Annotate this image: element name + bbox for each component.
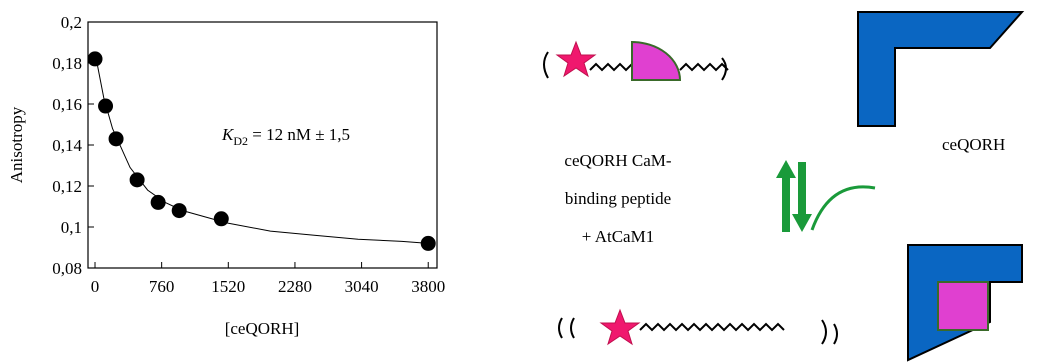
equilibrium-arrows xyxy=(776,160,876,232)
plot-frame xyxy=(87,21,438,269)
complex-label: + AtCaM1 xyxy=(582,227,654,246)
x-axis-label: [ceQORH] xyxy=(225,319,300,338)
y-tick-label: 0,08 xyxy=(52,259,82,278)
protein-top xyxy=(857,11,1025,127)
data-point xyxy=(129,172,145,188)
star xyxy=(599,308,641,346)
data-point xyxy=(98,98,114,114)
y-axis-label: Anisotropy xyxy=(7,106,26,183)
star xyxy=(555,40,597,78)
y-tick-label: 0,18 xyxy=(52,54,82,73)
calmodulin-bound xyxy=(937,281,989,331)
calmodulin xyxy=(631,40,682,81)
y-tick-label: 0,14 xyxy=(52,136,82,155)
y-tick-label: 0,16 xyxy=(52,95,82,114)
annotation: KD2 = 12 nM ± 1,5 xyxy=(221,125,350,148)
protein-label: ceQORH xyxy=(942,135,1005,154)
data-point xyxy=(213,211,229,227)
annotation-symbol: K xyxy=(221,125,235,144)
y-tick-label: 0,1 xyxy=(61,218,82,237)
complex-label: ceQORH CaM- xyxy=(564,151,672,170)
x-tick-label: 2280 xyxy=(278,277,312,296)
y-tick-label: 0,2 xyxy=(61,13,82,32)
x-tick-label: 0 xyxy=(91,277,100,296)
annotation-text: = 12 nM ± 1,5 xyxy=(248,125,350,144)
y-tick-label: 0,12 xyxy=(52,177,82,196)
x-tick-label: 760 xyxy=(149,277,175,296)
peptide-bottom xyxy=(558,317,838,345)
x-tick-label: 3800 xyxy=(411,277,445,296)
x-tick-label: 1520 xyxy=(211,277,245,296)
x-tick-label: 3040 xyxy=(345,277,379,296)
data-point xyxy=(108,131,124,147)
annotation-subscript: D2 xyxy=(233,134,248,148)
data-point xyxy=(87,51,103,67)
fit-curve xyxy=(94,52,429,244)
data-point xyxy=(150,194,166,210)
complex-label: binding peptide xyxy=(565,189,671,208)
peptide-top xyxy=(543,51,729,81)
